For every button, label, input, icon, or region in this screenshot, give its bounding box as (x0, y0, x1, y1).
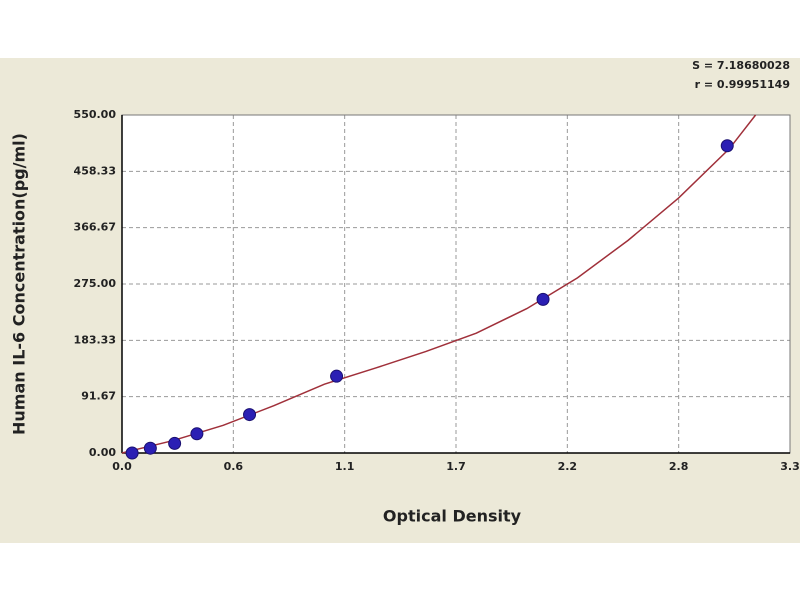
y-tick-label: 366.67 (74, 221, 116, 234)
data-point (190, 427, 204, 441)
y-tick-label: 275.00 (74, 277, 117, 290)
x-tick-label: 3.3 (780, 460, 800, 473)
y-tick-label: 550.00 (74, 108, 117, 121)
data-point (536, 292, 550, 306)
fit-curve (121, 114, 757, 454)
x-tick-label: 0.6 (224, 460, 244, 473)
y-tick-label: 183.33 (74, 333, 116, 346)
x-tick-label: 2.2 (558, 460, 578, 473)
data-point (330, 369, 344, 383)
x-tick-label: 1.7 (446, 460, 466, 473)
data-point (720, 139, 734, 153)
x-tick-label: 2.8 (669, 460, 689, 473)
x-tick-label: 1.1 (335, 460, 355, 473)
y-tick-label: 91.67 (81, 390, 116, 403)
data-point (168, 436, 182, 450)
y-tick-label: 0.00 (89, 446, 116, 459)
data-point (243, 408, 257, 422)
data-point (125, 446, 139, 460)
x-tick-label: 0.0 (112, 460, 132, 473)
y-tick-label: 458.33 (74, 164, 116, 177)
annotation: r = 0.99951149 (695, 78, 790, 91)
y-axis-label: Human IL-6 Concentration(pg/ml) (10, 133, 29, 435)
annotation: S = 7.18680028 (692, 59, 790, 72)
x-axis-label: Optical Density (383, 507, 522, 526)
data-point (143, 441, 157, 455)
